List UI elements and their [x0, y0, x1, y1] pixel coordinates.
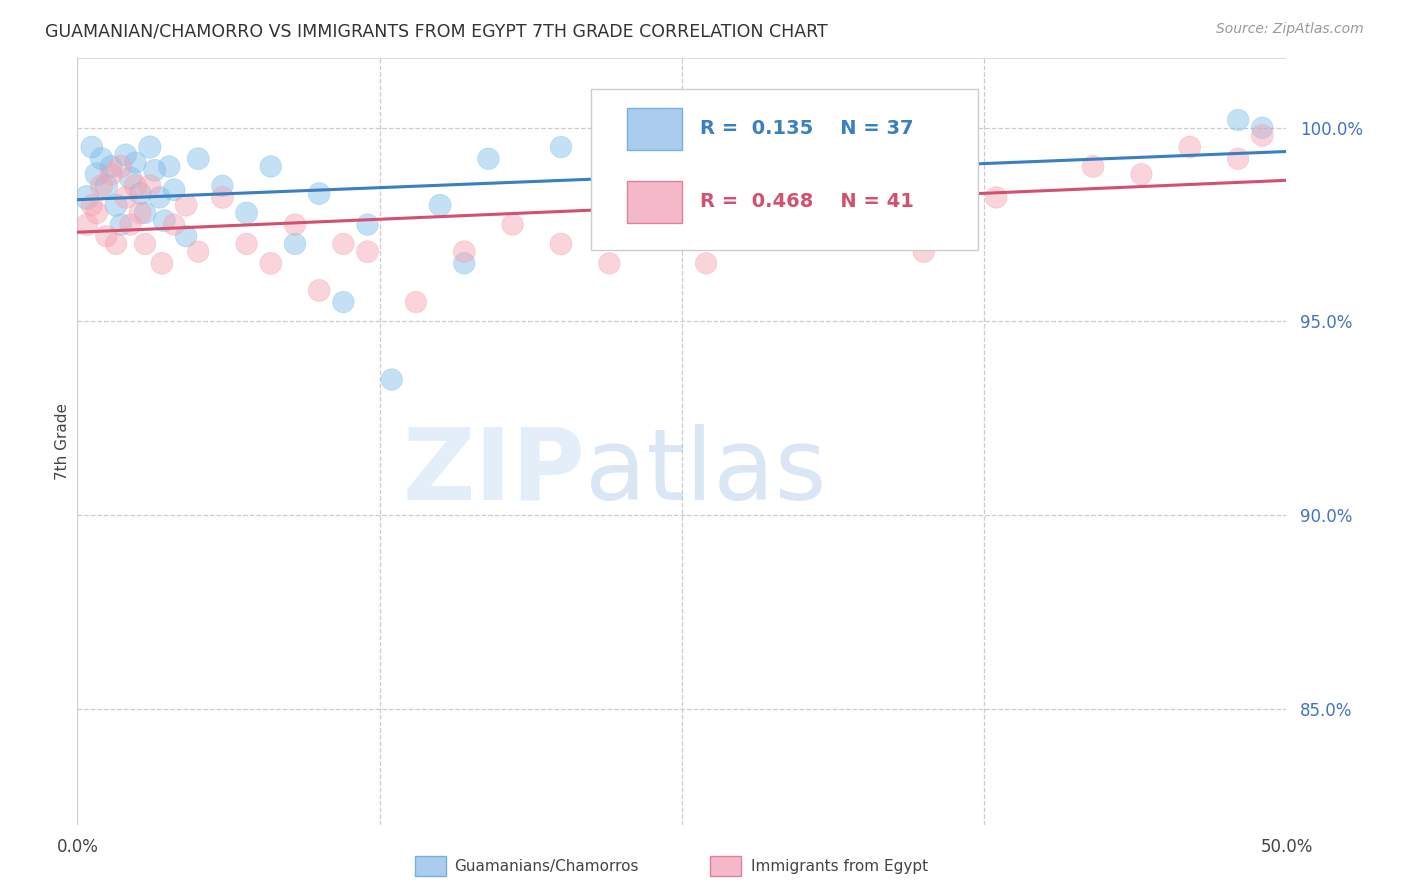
Point — [356, 218, 378, 232]
Point — [260, 256, 283, 270]
Point — [76, 218, 98, 232]
Point — [90, 178, 112, 193]
Point — [356, 244, 378, 259]
Point — [134, 206, 156, 220]
Point — [124, 155, 146, 169]
Point — [308, 186, 330, 201]
Point — [129, 186, 152, 201]
Point — [308, 284, 330, 298]
Point — [1227, 112, 1250, 127]
Point — [284, 236, 307, 251]
Point — [986, 190, 1008, 204]
Point — [76, 190, 98, 204]
Point — [332, 295, 354, 310]
Point — [235, 236, 257, 251]
Point — [453, 244, 475, 259]
Point — [114, 148, 136, 162]
FancyBboxPatch shape — [627, 181, 682, 223]
Point — [1251, 128, 1274, 143]
Point — [80, 198, 103, 212]
Point — [1130, 167, 1153, 181]
Point — [405, 295, 427, 310]
Point — [235, 206, 257, 220]
Point — [453, 256, 475, 270]
Point — [148, 190, 170, 204]
Point — [96, 178, 118, 193]
Point — [936, 140, 959, 154]
Point — [1227, 152, 1250, 166]
Point — [550, 236, 572, 251]
Text: Source: ZipAtlas.com: Source: ZipAtlas.com — [1216, 22, 1364, 37]
Point — [80, 140, 103, 154]
Point — [157, 160, 180, 174]
Point — [163, 218, 186, 232]
Point — [150, 256, 173, 270]
Point — [163, 183, 186, 197]
Point — [153, 213, 176, 227]
Point — [96, 229, 118, 244]
Point — [110, 218, 132, 232]
Point — [105, 198, 128, 212]
Point — [381, 373, 404, 387]
Point — [134, 236, 156, 251]
Point — [598, 256, 620, 270]
Point — [114, 190, 136, 204]
Text: ZIP: ZIP — [402, 424, 585, 521]
Point — [695, 256, 717, 270]
Point — [86, 167, 108, 181]
Point — [502, 218, 524, 232]
Text: Guamanians/Chamorros: Guamanians/Chamorros — [454, 859, 638, 873]
Point — [174, 229, 197, 244]
Text: GUAMANIAN/CHAMORRO VS IMMIGRANTS FROM EGYPT 7TH GRADE CORRELATION CHART: GUAMANIAN/CHAMORRO VS IMMIGRANTS FROM EG… — [45, 22, 828, 40]
Point — [647, 206, 669, 220]
Point — [110, 160, 132, 174]
Text: R =  0.468    N = 41: R = 0.468 N = 41 — [700, 193, 914, 211]
Point — [671, 128, 693, 143]
Point — [912, 244, 935, 259]
Text: R =  0.135    N = 37: R = 0.135 N = 37 — [700, 120, 914, 138]
FancyBboxPatch shape — [592, 88, 979, 250]
Point — [124, 178, 146, 193]
Point — [187, 244, 209, 259]
Point — [598, 140, 620, 154]
Text: atlas: atlas — [585, 424, 827, 521]
Point — [129, 206, 152, 220]
Point — [284, 218, 307, 232]
FancyBboxPatch shape — [627, 108, 682, 150]
Y-axis label: 7th Grade: 7th Grade — [55, 403, 70, 480]
Point — [332, 236, 354, 251]
Point — [477, 152, 499, 166]
Point — [139, 178, 162, 193]
Point — [1251, 120, 1274, 135]
Point — [143, 163, 166, 178]
Point — [1081, 160, 1104, 174]
Point — [86, 206, 108, 220]
Point — [174, 198, 197, 212]
Point — [120, 218, 142, 232]
Point — [1178, 140, 1201, 154]
Point — [550, 140, 572, 154]
Point — [90, 152, 112, 166]
Point — [139, 140, 162, 154]
Point — [120, 171, 142, 186]
Point — [211, 190, 233, 204]
Point — [792, 178, 814, 193]
Text: Immigrants from Egypt: Immigrants from Egypt — [751, 859, 928, 873]
Point — [211, 178, 233, 193]
Point — [100, 167, 122, 181]
Point — [105, 236, 128, 251]
Point — [429, 198, 451, 212]
Point — [260, 160, 283, 174]
Point — [187, 152, 209, 166]
Point — [100, 160, 122, 174]
